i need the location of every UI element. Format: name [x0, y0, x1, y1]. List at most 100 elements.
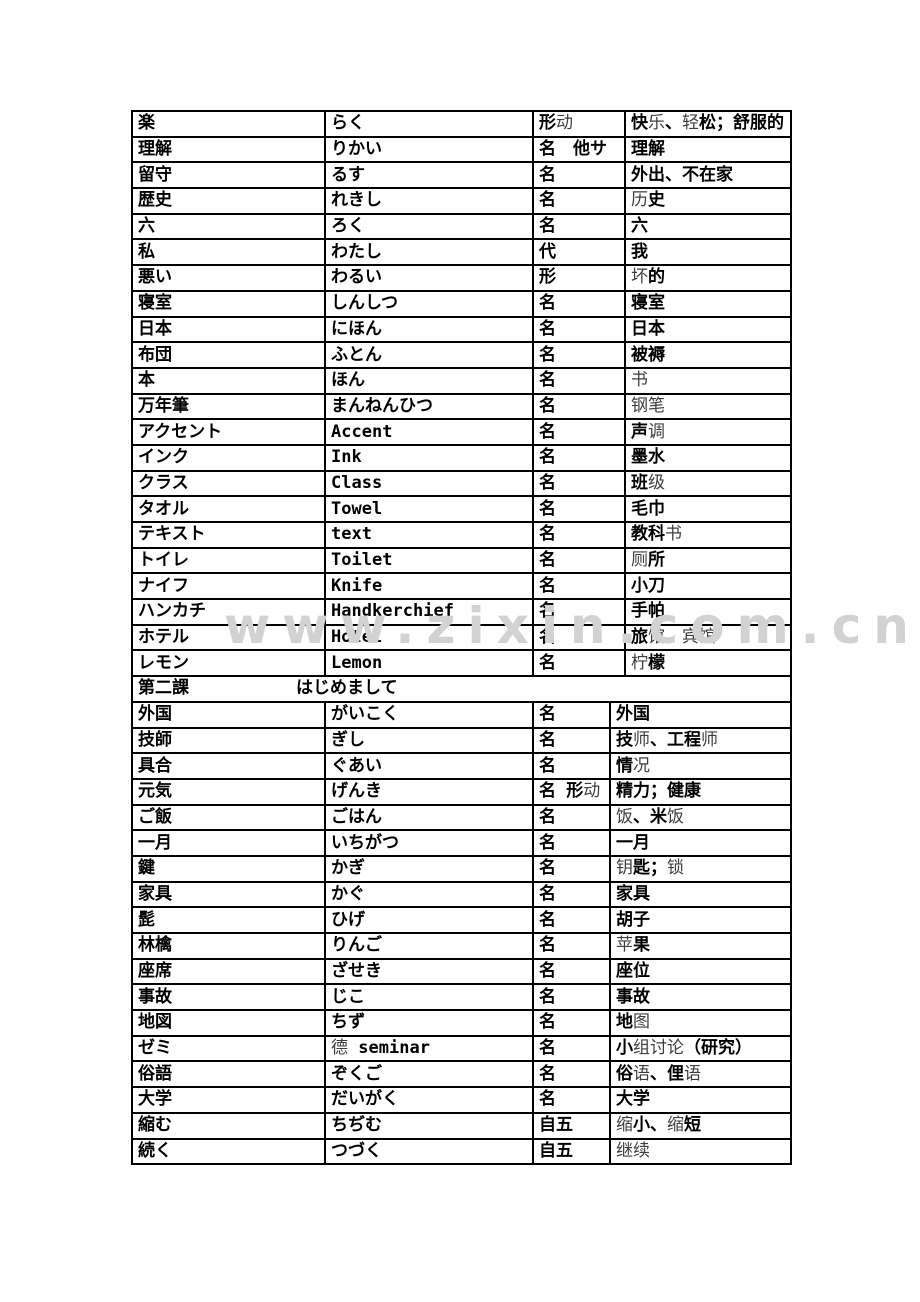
cell-word: テキスト: [131, 521, 326, 549]
fallback-glyph: 师: [701, 729, 718, 750]
vocab-lesson1-body: 楽らく 形动 快乐、轻松；舒服的 理解 りかい名 他サ 理解 留守 るす名外出、不在家 歴史 れき…: [131, 110, 792, 678]
cell-meaning: 旅馆、宾馆: [624, 623, 792, 652]
vocab-row: インク Ink 名墨水: [131, 443, 792, 472]
vocab-row: 寝室 しんしつ名寝室: [131, 289, 792, 318]
cell-word: クラス: [131, 469, 326, 498]
fallback-glyph: 苹: [616, 935, 633, 956]
vocab-row: 座席 ざせき名座位: [131, 957, 792, 986]
fallback-glyph: 饭: [667, 806, 684, 827]
fallback-glyph: 动: [583, 781, 601, 802]
cell-pos: 代: [532, 238, 626, 267]
cell-meaning: 小组讨论（研究）: [609, 1034, 792, 1063]
cell-pos: 名: [532, 443, 626, 472]
cell-meaning: 缩小、缩短: [609, 1111, 792, 1140]
vocab-row: 元気 げんき名 形动 精力；健康: [131, 777, 792, 806]
cell-meaning: 毛巾: [624, 495, 792, 523]
cell-reading: 德 seminar: [324, 1034, 534, 1063]
cell-meaning: 一月: [609, 829, 792, 857]
cell-pos: 名: [532, 212, 626, 241]
cell-pos: 名: [532, 1086, 611, 1114]
fallback-glyph: 笔: [648, 395, 665, 416]
vocab-row: 留守 るす名外出、不在家: [131, 161, 792, 190]
cell-reading: ちぢむ: [324, 1111, 534, 1140]
fallback-glyph: 讨: [650, 1038, 667, 1059]
cell-pos: 名: [532, 161, 626, 190]
cell-word: 留守: [131, 161, 326, 190]
fallback-glyph: 轻: [682, 113, 699, 134]
cell-reading: Class: [324, 469, 534, 498]
cell-word: 楽: [131, 110, 326, 138]
vocab-row: 六ろく名六: [131, 212, 792, 241]
vocab-row: テキスト text 名教科书: [131, 521, 792, 549]
cell-pos: 名: [532, 829, 611, 857]
cell-word: ホテル: [131, 623, 326, 652]
cell-reading: だいがく: [324, 1086, 534, 1114]
cell-word: 続く: [131, 1137, 326, 1166]
fallback-glyph: 级: [648, 472, 665, 493]
cell-reading: るす: [324, 161, 534, 190]
fallback-glyph: 德: [331, 1038, 348, 1059]
fallback-glyph: 动: [556, 113, 573, 134]
cell-meaning: 声调: [624, 418, 792, 446]
vocab-row: ゼミ德 seminar 名小组讨论（研究）: [131, 1034, 792, 1063]
vocab-row: 俗語 ぞくご名俗语、俚语: [131, 1060, 792, 1089]
cell-meaning: 钢笔: [624, 392, 792, 421]
cell-pos: 名: [532, 598, 626, 626]
vocab-row: 外国 がいこく名外国: [131, 700, 792, 729]
cell-reading: つづく: [324, 1137, 534, 1166]
fallback-glyph: 论: [667, 1038, 684, 1059]
fallback-glyph: 饭: [616, 806, 633, 827]
cell-word: 歴史: [131, 187, 326, 215]
cell-word: 地図: [131, 1009, 326, 1037]
cell-reading: かぎ: [324, 854, 534, 883]
vocab-row: 縮む ちぢむ 自五 缩小、缩短: [131, 1111, 792, 1140]
cell-pos: 名: [532, 957, 611, 986]
cell-meaning: 书: [624, 366, 792, 395]
cell-pos: 名: [532, 854, 611, 883]
fallback-glyph: 钥: [616, 858, 633, 879]
cell-word: 日本: [131, 315, 326, 344]
cell-reading: ごはん: [324, 803, 534, 832]
cell-reading: text: [324, 521, 534, 549]
cell-pos: 名: [532, 1060, 611, 1089]
cell-meaning: 历史: [624, 187, 792, 215]
cell-reading: Handkerchief: [324, 598, 534, 626]
lesson-header: 第二課 はじめまして: [131, 675, 792, 703]
cell-reading: にほん: [324, 315, 534, 344]
vocab-row: 続く つづく 自五 继续: [131, 1137, 792, 1166]
cell-reading: ちず: [324, 1009, 534, 1037]
cell-word: 縮む: [131, 1111, 326, 1140]
cell-word: 大学: [131, 1086, 326, 1114]
vocab-row: ホテル Hotel 名旅馆、宾馆: [131, 623, 792, 652]
vocab-row: 事故 じこ名事故: [131, 983, 792, 1012]
cell-meaning: 被褥: [624, 341, 792, 369]
cell-reading: りんご: [324, 932, 534, 960]
cell-reading: げんき: [324, 777, 534, 806]
fallback-glyph: 锁: [667, 858, 684, 879]
fallback-glyph: 图: [633, 1012, 650, 1033]
cell-reading: りかい: [324, 135, 534, 164]
cell-reading: ふとん: [324, 341, 534, 369]
cell-pos: 形: [532, 264, 626, 292]
vocab-row: 鍵かぎ名钥匙；锁: [131, 854, 792, 883]
cell-word: 本: [131, 366, 326, 395]
vocab-table-lesson2: 外国 がいこく名外国 技師 ぎし名技师、工程师 具合 ぐあい名情况 元気 げんき名 形动 精力；…: [131, 700, 792, 1166]
cell-meaning: 外国: [609, 700, 792, 729]
vocab-row: 布団 ふとん名被褥: [131, 341, 792, 369]
cell-pos: 名: [532, 546, 626, 575]
fallback-glyph: 语: [684, 1063, 701, 1084]
cell-word: ゼミ: [131, 1034, 326, 1063]
vocab-row: 楽らく 形动 快乐、轻松；舒服的: [131, 110, 792, 138]
cell-meaning: 我: [624, 238, 792, 267]
cell-meaning: 情况: [609, 752, 792, 780]
fallback-glyph: 师: [633, 729, 650, 750]
cell-reading: ぐあい: [324, 752, 534, 780]
cell-pos: 名: [532, 392, 626, 421]
fallback-glyph: 柠: [631, 652, 648, 673]
vocab-row: 日本 にほん名日本: [131, 315, 792, 344]
fallback-glyph: 书: [631, 370, 648, 391]
cell-pos: 名: [532, 932, 611, 960]
cell-meaning: 教科书: [624, 521, 792, 549]
cell-meaning: 寝室: [624, 289, 792, 318]
cell-reading: いちがつ: [324, 829, 534, 857]
